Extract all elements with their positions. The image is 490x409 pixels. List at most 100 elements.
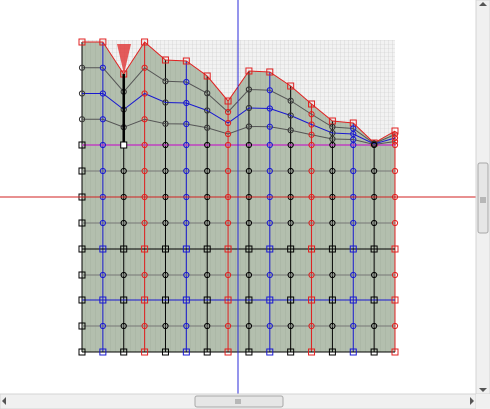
control-point <box>266 87 273 94</box>
control-point <box>78 90 86 97</box>
control-point <box>162 78 169 85</box>
control-point <box>329 322 336 330</box>
control-point <box>99 64 106 71</box>
vertical-scrollbar[interactable] <box>475 0 490 395</box>
control-point <box>224 97 232 105</box>
control-point <box>391 167 399 175</box>
control-point <box>287 322 294 330</box>
selected-point <box>120 141 128 149</box>
control-point <box>204 167 211 175</box>
control-point <box>287 348 295 356</box>
control-point <box>204 124 211 131</box>
control-point <box>141 219 148 227</box>
control-point <box>287 296 295 304</box>
control-point <box>99 90 106 97</box>
control-point <box>183 78 190 86</box>
control-point <box>287 219 294 227</box>
control-point <box>204 219 211 227</box>
control-point <box>391 348 399 356</box>
control-point <box>329 167 336 175</box>
control-point <box>266 296 274 304</box>
control-point <box>183 271 190 279</box>
control-point <box>182 296 190 304</box>
control-point <box>183 219 190 227</box>
control-point <box>287 82 295 90</box>
control-point <box>183 99 190 107</box>
control-point <box>350 167 357 175</box>
control-point <box>371 271 378 279</box>
control-point <box>329 219 336 227</box>
control-point <box>349 245 357 253</box>
control-point <box>99 219 106 227</box>
control-point <box>204 271 211 279</box>
control-point <box>371 167 378 175</box>
control-point <box>78 245 86 253</box>
control-point <box>141 322 148 330</box>
control-point <box>141 64 148 71</box>
control-point <box>224 245 232 253</box>
control-point <box>99 271 106 279</box>
control-point <box>329 129 336 137</box>
control-point <box>245 86 253 93</box>
control-point <box>141 90 148 97</box>
control-point <box>245 271 253 279</box>
control-point <box>266 322 273 330</box>
control-point <box>224 296 232 304</box>
control-point <box>308 348 316 356</box>
control-point <box>141 245 149 253</box>
control-point <box>203 348 211 356</box>
control-point <box>266 167 273 175</box>
control-point <box>245 348 253 356</box>
control-point <box>266 271 273 279</box>
control-point <box>391 127 399 135</box>
control-point <box>391 131 399 138</box>
control-point <box>162 167 169 175</box>
control-point <box>328 296 336 304</box>
control-point <box>266 105 273 112</box>
control-point <box>287 141 294 149</box>
control-point <box>308 141 315 149</box>
control-point <box>350 271 357 279</box>
control-point <box>99 116 106 123</box>
control-point <box>78 116 86 123</box>
control-point <box>329 135 336 143</box>
control-point <box>370 348 378 356</box>
control-point <box>224 119 232 127</box>
control-point <box>224 141 232 149</box>
control-point <box>203 245 211 253</box>
control-point <box>224 167 232 175</box>
control-point <box>308 296 316 304</box>
control-point <box>245 296 253 304</box>
handle-arrow[interactable] <box>117 44 131 74</box>
control-point <box>162 271 169 279</box>
control-point <box>182 57 190 65</box>
control-point <box>287 112 294 119</box>
control-point <box>245 67 253 75</box>
control-point <box>266 141 273 149</box>
control-point <box>391 322 399 330</box>
control-point <box>204 322 211 330</box>
control-point <box>349 348 357 356</box>
control-point <box>120 322 127 330</box>
control-point <box>308 322 315 330</box>
control-point <box>141 116 148 123</box>
control-point <box>183 322 190 330</box>
control-point <box>328 245 336 253</box>
control-point <box>349 296 357 304</box>
control-point <box>78 219 86 227</box>
control-point <box>120 167 127 175</box>
control-point <box>287 271 294 279</box>
control-point <box>266 245 274 253</box>
control-point <box>141 141 148 149</box>
control-point <box>162 219 169 227</box>
control-point <box>308 219 315 227</box>
control-point <box>308 100 316 108</box>
control-point <box>120 296 128 304</box>
horizontal-scrollbar[interactable] <box>0 393 490 409</box>
control-point <box>141 167 148 175</box>
control-point <box>350 219 357 227</box>
control-point <box>161 56 169 64</box>
control-point <box>391 141 399 149</box>
control-point <box>78 296 86 304</box>
